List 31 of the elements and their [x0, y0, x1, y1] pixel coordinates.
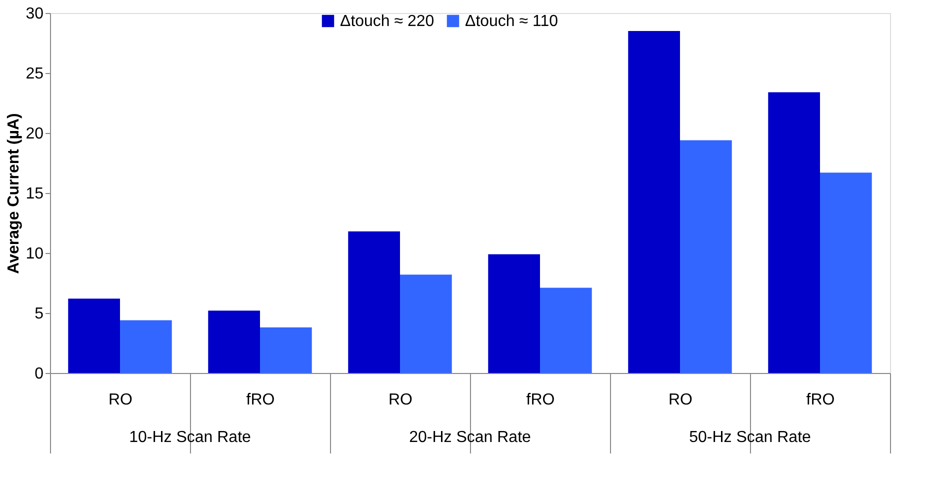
x-tick-label: fRO	[526, 392, 555, 408]
bar	[400, 274, 452, 373]
x-tick-label: RO	[388, 392, 412, 408]
text: 20-Hz Scan Rate	[409, 429, 532, 446]
legend-label: Δtouch ≈ 110	[465, 13, 558, 30]
x-tick-label: fRO	[806, 392, 835, 408]
bar	[68, 298, 120, 373]
bar	[680, 140, 732, 373]
text: 10-Hz Scan Rate	[129, 429, 252, 446]
x-tick-label: fRO	[246, 392, 275, 408]
x-tick-label: RO	[668, 392, 692, 408]
bar	[120, 320, 172, 373]
y-tick-label: 0	[34, 366, 44, 382]
text: 50-Hz Scan Rate	[689, 429, 812, 446]
y-tick-label: 25	[26, 66, 44, 82]
bar	[768, 92, 820, 373]
bar	[540, 288, 592, 373]
y-tick-label: 20	[26, 126, 44, 142]
x-tick-label: RO	[108, 392, 132, 408]
bar	[628, 31, 680, 373]
y-tick-label: 5	[34, 306, 44, 322]
legend-label: Δtouch ≈ 220	[340, 13, 434, 30]
y-tick-label: 15	[26, 186, 44, 202]
bar	[820, 172, 872, 373]
y-axis-title: Average Current (µA)	[6, 113, 23, 274]
y-tick-label: 30	[26, 6, 44, 22]
bar	[488, 254, 540, 373]
bar	[348, 231, 400, 373]
bar	[260, 327, 312, 373]
bar	[208, 310, 260, 373]
y-tick-label: 10	[26, 246, 44, 262]
